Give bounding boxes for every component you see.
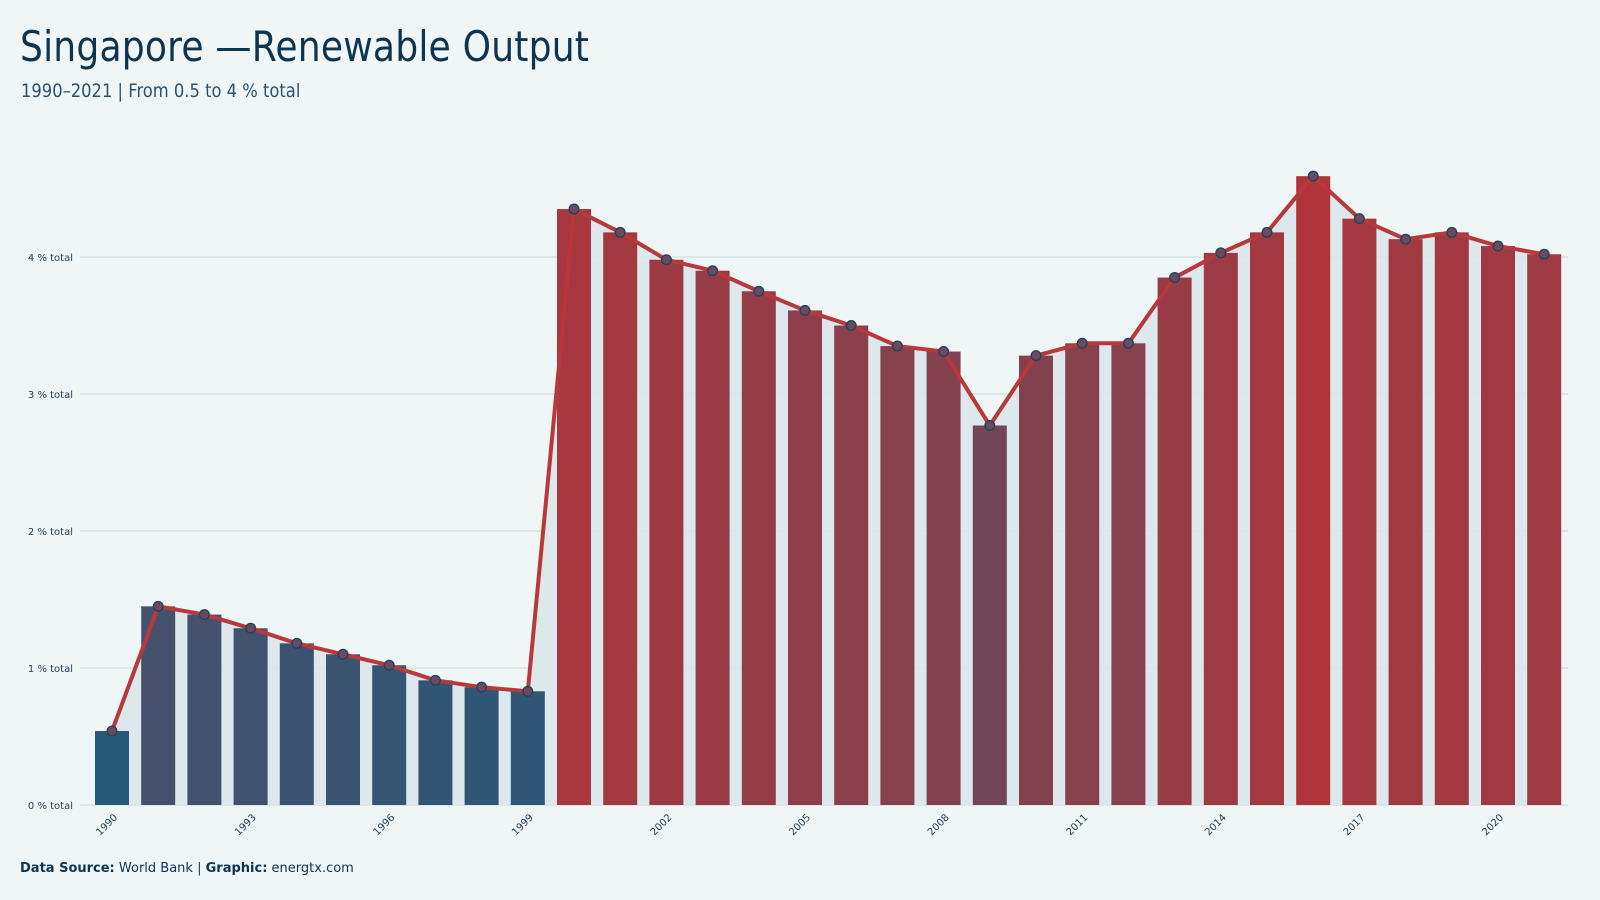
graphic-value: energtx.com	[271, 861, 354, 876]
x-tick-label: 2005	[787, 812, 813, 838]
bar-1995	[326, 654, 360, 805]
x-tick-label: 2020	[1480, 812, 1506, 838]
bar-2018	[1388, 239, 1423, 805]
bar-1994	[279, 643, 314, 805]
source-value: World Bank	[118, 861, 193, 876]
point-1998	[476, 681, 488, 693]
series-line	[110, 174, 1545, 732]
chart-subtitle: 1990–2021 | From 0.5 to 4 % total	[21, 80, 301, 102]
bar-2006	[834, 325, 869, 805]
point-1999	[522, 685, 534, 697]
point-1997	[429, 674, 441, 686]
bar-2003	[695, 270, 730, 805]
y-tick-label: 3 % total	[28, 390, 73, 401]
point-1991	[152, 600, 164, 612]
bar-2015	[1250, 232, 1284, 806]
bar-1996	[372, 665, 407, 805]
bar-2013	[1157, 277, 1192, 805]
y-tick-label: 0 % total	[28, 801, 73, 812]
x-tick-label: 2002	[649, 812, 675, 838]
x-tick-label: 2017	[1342, 812, 1368, 838]
bar-2016	[1296, 176, 1331, 806]
y-tick-label: 1 % total	[28, 664, 73, 675]
bar-1992	[187, 614, 222, 805]
x-tick-label: 1999	[510, 812, 536, 838]
bar-2020	[1481, 246, 1515, 806]
line-layer	[110, 174, 1545, 732]
bar-1998	[464, 687, 499, 805]
point-2014	[1215, 247, 1227, 259]
point-2012	[1122, 337, 1134, 349]
y-tick-label: 2 % total	[28, 527, 73, 538]
bar-2008	[926, 351, 961, 805]
point-2016	[1307, 170, 1319, 182]
bar-2017	[1342, 218, 1377, 805]
point-1993	[245, 622, 257, 634]
x-tick-label: 2011	[1065, 812, 1091, 838]
bar-layer	[95, 176, 1562, 806]
x-tick-label: 1990	[94, 812, 120, 838]
point-1994	[291, 637, 303, 649]
point-2011	[1076, 337, 1088, 349]
bar-1993	[233, 628, 268, 805]
bar-2001	[603, 232, 638, 806]
point-2000	[568, 203, 580, 215]
x-axis-labels: 1990 1993 1996 1999 2002 2005 2008 2011 2014 2017…	[94, 812, 1506, 838]
point-2018	[1400, 233, 1412, 245]
bar-2012	[1111, 343, 1146, 805]
y-axis-labels: 0 % total 1 % total 2 % total 3 % total 4 % …	[28, 253, 73, 812]
x-tick-label: 2014	[1203, 812, 1229, 838]
x-tick-label: 2008	[926, 812, 952, 838]
point-2004	[753, 285, 765, 297]
bar-2014	[1203, 252, 1238, 805]
bar-2010	[1019, 355, 1053, 805]
point-1996	[383, 659, 395, 671]
point-2020	[1492, 240, 1504, 252]
graphic-label: Graphic:	[205, 861, 268, 876]
bar-1999	[510, 691, 545, 805]
bar-2002	[649, 259, 684, 805]
bar-2004	[741, 291, 776, 805]
point-2015	[1261, 226, 1273, 238]
chart-title: Singapore —Renewable Output	[20, 22, 590, 71]
y-tick-label: 4 % total	[28, 253, 73, 264]
bar-2021	[1527, 254, 1562, 805]
x-tick-label: 1993	[233, 812, 259, 838]
point-2017	[1353, 213, 1365, 225]
point-2019	[1446, 226, 1458, 238]
point-1995	[337, 648, 349, 660]
bar-2009	[972, 425, 1007, 805]
bar-2019	[1434, 232, 1469, 806]
bar-2007	[880, 346, 915, 805]
footer-separator: |	[197, 861, 202, 876]
bar-2000	[557, 209, 591, 806]
point-2008	[938, 346, 950, 358]
point-2003	[707, 265, 719, 277]
point-2010	[1030, 350, 1042, 362]
point-2021	[1538, 248, 1550, 260]
point-layer	[106, 170, 1550, 737]
point-2009	[984, 420, 996, 432]
point-2005	[799, 304, 811, 316]
point-2006	[845, 320, 857, 332]
point-2013	[1169, 272, 1181, 284]
point-2002	[660, 254, 672, 266]
source-label: Data Source:	[20, 861, 115, 876]
chart-footer: Data Source: World Bank | Graphic: energ…	[20, 861, 354, 876]
bar-2011	[1065, 343, 1100, 805]
bar-1997	[418, 680, 453, 805]
bar-1990	[95, 731, 129, 805]
point-2007	[891, 340, 903, 352]
point-2001	[614, 226, 626, 238]
x-tick-label: 1996	[372, 812, 398, 838]
bar-2005	[788, 310, 822, 805]
point-1992	[198, 609, 210, 621]
point-1990	[106, 725, 118, 737]
